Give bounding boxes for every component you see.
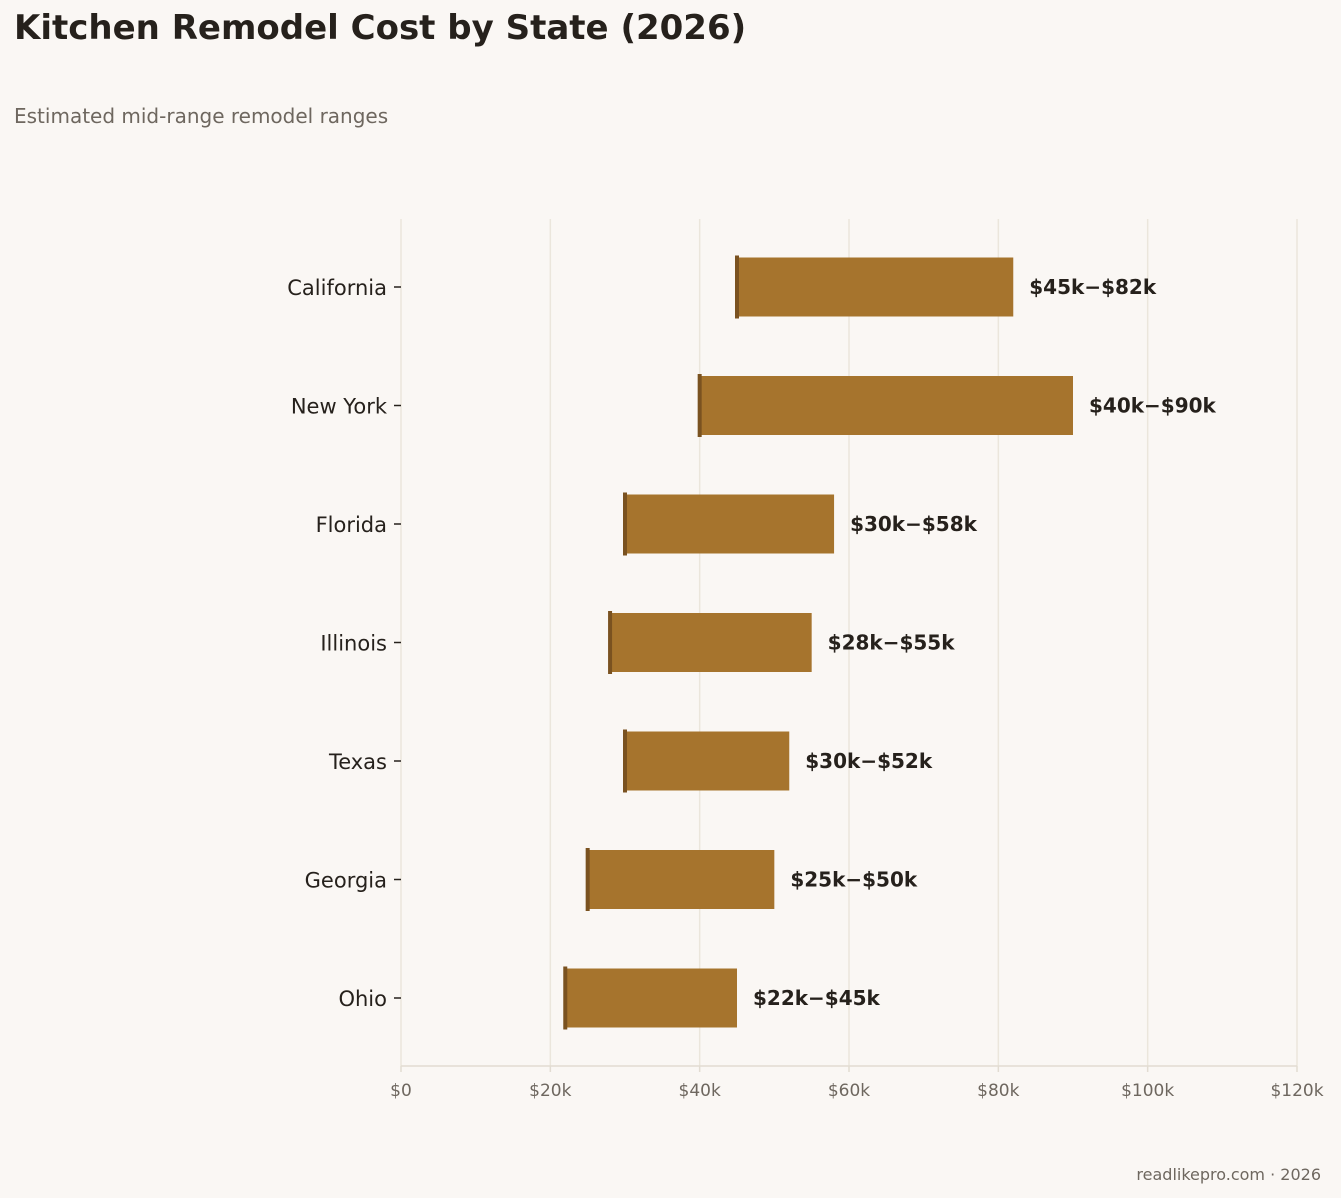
value-label: $22k−$45k [753, 986, 881, 1010]
range-bar [625, 731, 790, 791]
value-label: $30k−$52k [805, 749, 933, 773]
range-bar [587, 850, 775, 909]
value-label: $25k−$50k [790, 868, 918, 892]
range-bar [565, 968, 737, 1028]
x-tick-label: $100k [1121, 1081, 1174, 1101]
value-label: $45k−$82k [1029, 275, 1157, 299]
x-tick-label: $120k [1270, 1081, 1323, 1101]
value-label: $28k−$55k [828, 631, 956, 655]
category-label: Ohio [338, 987, 387, 1011]
range-bar [699, 376, 1073, 435]
range-bar [625, 494, 835, 554]
category-label: Texas [328, 750, 387, 774]
category-label: Illinois [320, 632, 387, 656]
range-start-marker [735, 255, 739, 319]
range-start-marker [585, 848, 590, 911]
value-label: $40k−$90k [1089, 394, 1217, 418]
x-tick-label: $80k [977, 1081, 1019, 1101]
category-label: Florida [316, 513, 387, 537]
range-start-marker [623, 729, 627, 793]
category-label: New York [291, 395, 388, 419]
range-bar [737, 257, 1014, 317]
range-start-marker [697, 374, 702, 437]
x-tick-label: $0 [390, 1081, 412, 1101]
x-tick-label: $40k [679, 1081, 721, 1101]
x-tick-label: $20k [529, 1081, 571, 1101]
range-start-marker [563, 966, 568, 1030]
category-label: California [287, 276, 387, 300]
range-start-marker [623, 492, 627, 556]
range-start-marker [608, 611, 613, 674]
range-bar [610, 613, 812, 672]
chart-title: Kitchen Remodel Cost by State (2026) [14, 8, 747, 48]
value-label: $30k−$58k [850, 512, 978, 536]
source-credit: readlikepro.com · 2026 [1136, 1165, 1321, 1184]
category-label: Georgia [305, 869, 387, 893]
x-tick-label: $60k [828, 1081, 870, 1101]
chart-subtitle: Estimated mid-range remodel ranges [14, 104, 389, 128]
